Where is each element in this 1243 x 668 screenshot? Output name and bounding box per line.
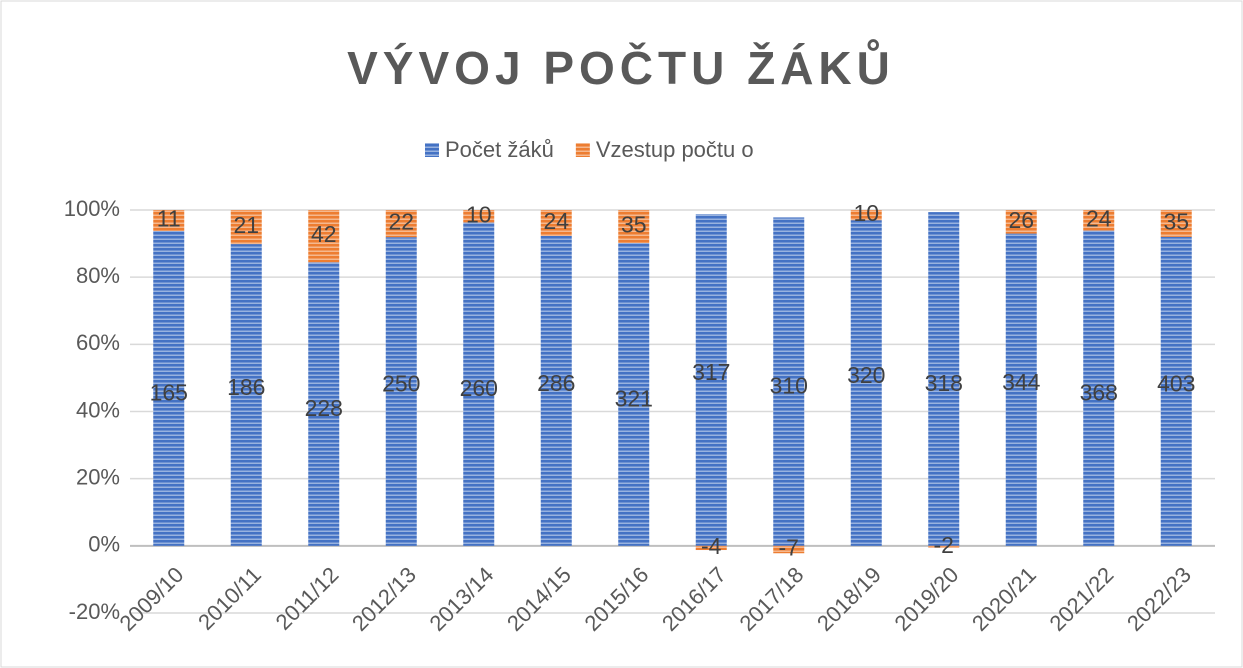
data-label: 317 xyxy=(692,359,730,385)
bar xyxy=(1160,210,1192,237)
bar xyxy=(928,545,960,548)
bar xyxy=(773,545,805,554)
data-label: 10 xyxy=(853,200,879,226)
legend-swatch xyxy=(575,143,590,157)
y-tick-label: 20% xyxy=(76,464,120,489)
bar xyxy=(850,210,882,221)
bar xyxy=(1005,233,1037,546)
y-tick-label: 60% xyxy=(76,330,120,355)
data-label: 24 xyxy=(1086,205,1112,231)
data-label: 321 xyxy=(615,386,653,412)
bar xyxy=(850,220,882,546)
bar xyxy=(695,545,727,551)
bar xyxy=(1083,210,1115,231)
bar xyxy=(153,230,185,546)
legend-label: Počet žáků xyxy=(445,137,554,162)
data-label: 22 xyxy=(388,209,414,235)
data-label: 35 xyxy=(621,212,647,238)
legend-swatch xyxy=(425,143,439,157)
bar xyxy=(385,210,417,238)
data-label: 318 xyxy=(925,370,963,396)
data-label: 368 xyxy=(1080,379,1118,405)
bar xyxy=(385,237,417,546)
data-label: 26 xyxy=(1008,207,1034,233)
data-label: 250 xyxy=(382,371,420,397)
bar xyxy=(463,210,495,223)
data-label: -4 xyxy=(701,533,722,559)
bar xyxy=(230,210,262,245)
data-label: 286 xyxy=(537,370,575,396)
data-label: 320 xyxy=(847,362,885,388)
y-tick-label: 80% xyxy=(76,263,120,288)
data-label: 10 xyxy=(466,201,492,227)
data-label: 165 xyxy=(150,379,188,405)
y-tick-label: 40% xyxy=(76,397,120,422)
bar xyxy=(308,262,340,546)
data-label: 42 xyxy=(311,221,337,247)
bar xyxy=(230,244,262,546)
data-label: 21 xyxy=(233,212,259,238)
bar xyxy=(618,210,650,244)
y-tick-label: 100% xyxy=(64,196,120,221)
bar xyxy=(1083,230,1115,546)
data-label: 11 xyxy=(157,206,181,232)
bar xyxy=(1005,210,1037,234)
bar xyxy=(540,236,572,546)
bar xyxy=(773,217,805,546)
data-label: 344 xyxy=(1002,369,1041,395)
bar xyxy=(618,243,650,546)
data-label: 310 xyxy=(770,373,808,399)
chart-title: VÝVOJ POČTU ŽÁKŮ xyxy=(347,39,895,94)
bar xyxy=(308,210,340,263)
data-label: 24 xyxy=(543,208,569,234)
legend-label: Vzestup počtu o xyxy=(596,137,754,162)
y-tick-label: -20% xyxy=(69,599,120,624)
data-label: 260 xyxy=(460,375,498,401)
data-label: 403 xyxy=(1157,370,1195,396)
bar xyxy=(695,214,727,546)
data-label: 228 xyxy=(305,395,343,421)
data-label: 35 xyxy=(1163,208,1189,234)
data-label: 186 xyxy=(227,374,265,400)
bar xyxy=(928,212,960,546)
data-label: -2 xyxy=(934,532,954,558)
y-tick-label: 0% xyxy=(88,532,120,557)
data-label: -7 xyxy=(779,535,799,561)
bar xyxy=(1160,236,1192,546)
bar xyxy=(153,210,185,231)
bar xyxy=(463,222,495,546)
bar xyxy=(540,210,572,236)
